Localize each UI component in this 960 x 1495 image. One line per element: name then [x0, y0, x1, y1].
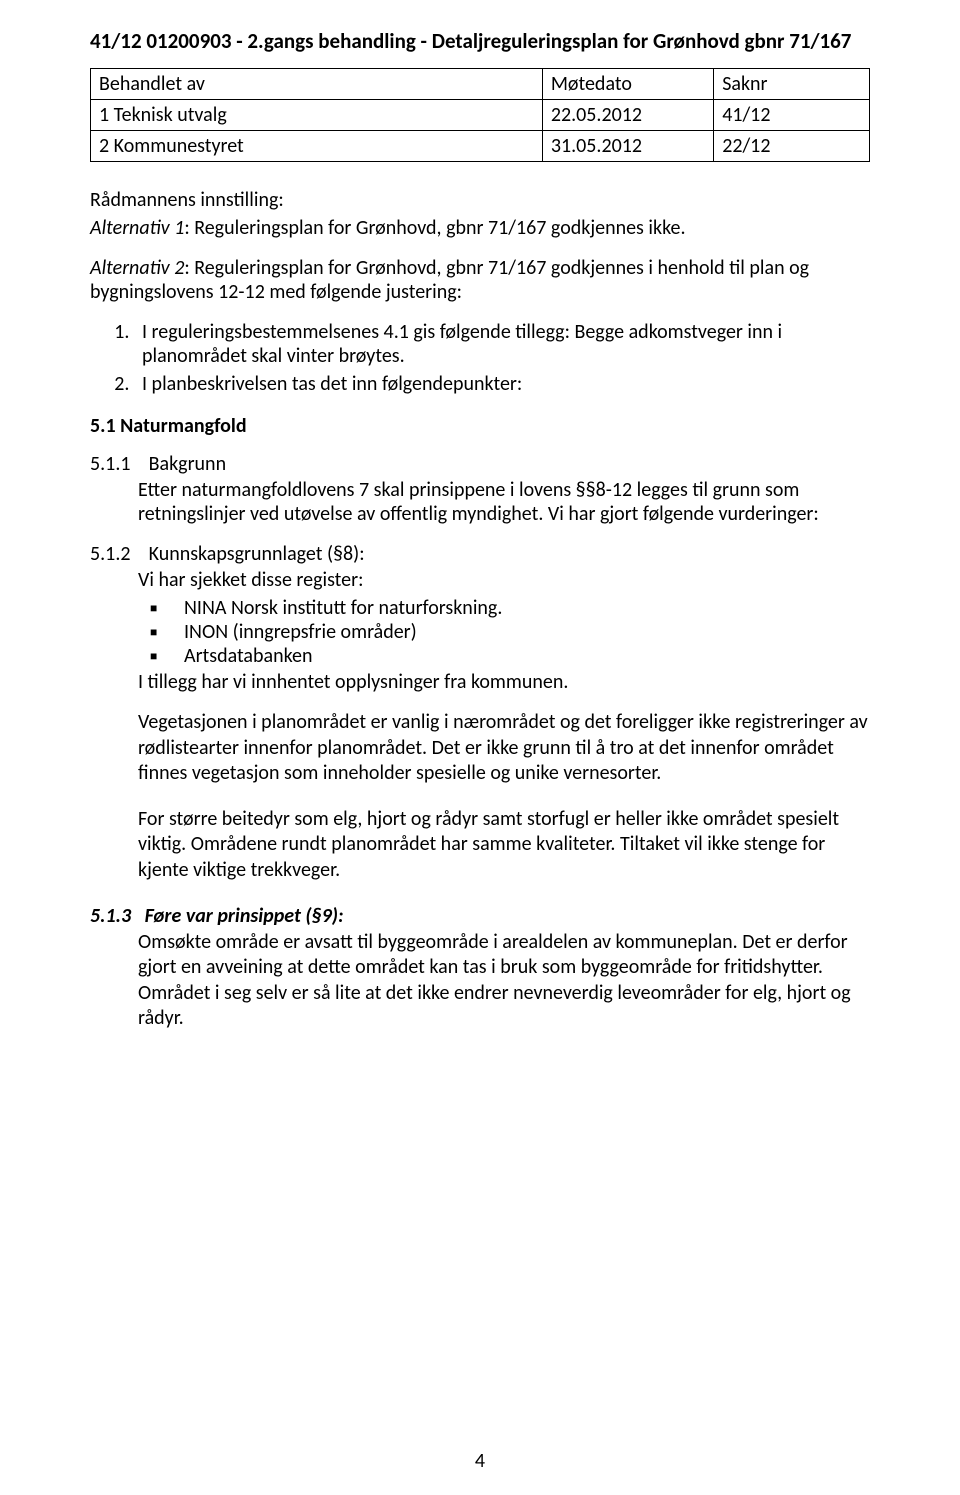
radmann-heading: Rådmannens innstilling:	[90, 188, 870, 212]
list-item: INON (inngrepsfrie områder)	[184, 620, 870, 644]
sub-title: Kunnskapsgrunnlaget (§8):	[149, 542, 365, 566]
section-5-1-heading: 5.1 Naturmangfold	[90, 414, 870, 438]
wildlife-para: For større beitedyr som elg, hjort og rå…	[138, 807, 870, 884]
alt2-text: : Reguleringsplan for Grønhovd, gbnr 71/…	[90, 256, 809, 304]
page-title: 41/12 01200903 - 2.gangs behandling - De…	[90, 28, 870, 54]
list-item: NINA Norsk institutt for naturforskning.	[184, 596, 870, 620]
sub-num: 5.1.2	[90, 542, 131, 566]
table-header: Møtedato	[542, 69, 713, 100]
document-page: 41/12 01200903 - 2.gangs behandling - De…	[0, 0, 960, 1495]
spacer	[90, 442, 870, 452]
alternativ-1: Alternativ 1: Reguleringsplan for Grønho…	[90, 216, 870, 240]
register-intro: Vi har sjekket disse register:	[138, 568, 870, 592]
sub-num: 5.1.3	[90, 904, 131, 928]
alt2-prefix: Alternativ 2	[90, 256, 184, 280]
subsection-5-1-3-body: Omsøkte område er avsatt til byggeområde…	[138, 930, 870, 1032]
subsection-5-1-2: 5.1.2 Kunnskapsgrunnlaget (§8):	[90, 542, 870, 566]
table-cell: 22/12	[714, 131, 870, 162]
table-header: Behandlet av	[91, 69, 543, 100]
vegetation-para: Vegetasjonen i planområdet er vanlig i n…	[138, 710, 870, 787]
alt1-text: : Reguleringsplan for Grønhovd, gbnr 71/…	[184, 216, 685, 240]
table-cell: 22.05.2012	[542, 100, 713, 131]
subsection-5-1-3: 5.1.3 Føre var prinsippet (§9):	[90, 904, 870, 928]
sub-title: Føre var prinsippet (§9):	[145, 904, 344, 928]
sub-num: 5.1.1	[90, 452, 131, 476]
subsection-5-1-1: 5.1.1 Bakgrunn	[90, 452, 870, 476]
register-list: NINA Norsk institutt for naturforskning.…	[90, 596, 870, 668]
table-header-row: Behandlet av Møtedato Saknr	[91, 69, 870, 100]
numbered-list: I reguleringsbestemmelsenes 4.1 gis følg…	[90, 320, 870, 396]
list-item: Artsdatabanken	[184, 644, 870, 668]
sub-title: Bakgrunn	[149, 452, 226, 476]
table-cell: 1 Teknisk utvalg	[91, 100, 543, 131]
alternativ-2: Alternativ 2: Reguleringsplan for Grønho…	[90, 256, 870, 304]
list-item: I planbeskrivelsen tas det inn følgendep…	[134, 372, 870, 396]
table-cell: 2 Kommunestyret	[91, 131, 543, 162]
metadata-table: Behandlet av Møtedato Saknr 1 Teknisk ut…	[90, 68, 870, 162]
alt1-prefix: Alternativ 1	[90, 216, 184, 240]
table-row: 1 Teknisk utvalg 22.05.2012 41/12	[91, 100, 870, 131]
page-number: 4	[0, 1449, 960, 1473]
register-closing: I tillegg har vi innhentet opplysninger …	[138, 670, 870, 694]
table-cell: 31.05.2012	[542, 131, 713, 162]
subsection-5-1-1-body: Etter naturmangfoldlovens 7 skal prinsip…	[138, 478, 870, 526]
table-row: 2 Kommunestyret 31.05.2012 22/12	[91, 131, 870, 162]
table-cell: 41/12	[714, 100, 870, 131]
table-header: Saknr	[714, 69, 870, 100]
list-item: I reguleringsbestemmelsenes 4.1 gis følg…	[134, 320, 870, 368]
